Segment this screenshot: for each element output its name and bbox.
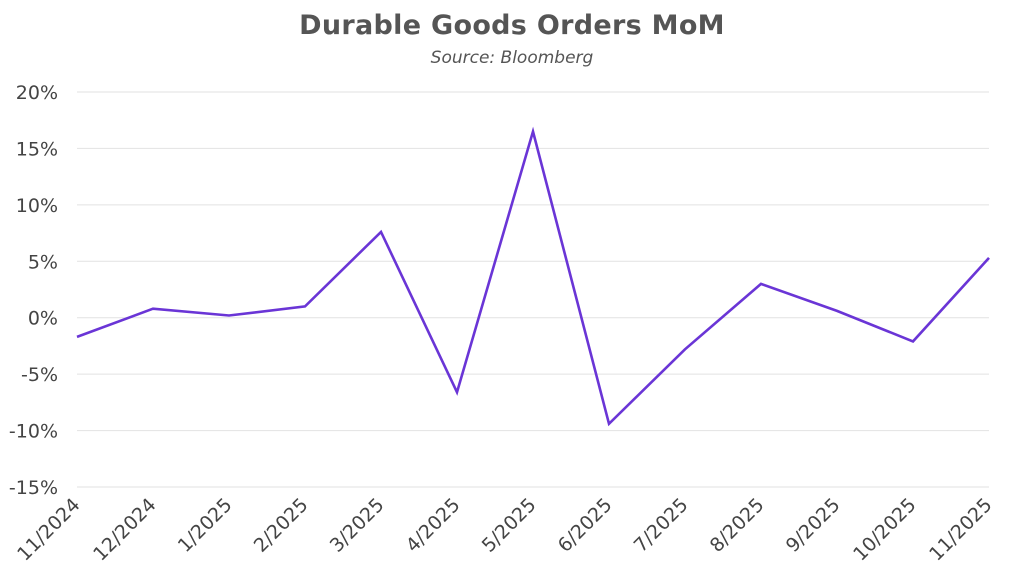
y-tick-label: 10% <box>16 195 58 217</box>
x-tick-label: 7/2025 <box>630 494 693 557</box>
y-axis-ticks: 20% 15% 10% 5% 0% -5% -10% -15% <box>9 82 58 499</box>
x-tick-label: 3/2025 <box>326 494 389 557</box>
x-tick-label: 6/2025 <box>554 494 617 557</box>
y-tick-label: -5% <box>21 364 58 386</box>
x-tick-label: 9/2025 <box>782 494 845 557</box>
x-tick-label: 2/2025 <box>250 494 313 557</box>
x-tick-label: 11/2025 <box>925 494 996 565</box>
chart-title: Durable Goods Orders MoM <box>299 10 725 41</box>
chart-subtitle: Source: Bloomberg <box>430 48 594 68</box>
x-tick-label: 12/2024 <box>89 494 160 565</box>
y-tick-label: 20% <box>16 82 58 104</box>
x-tick-label: 1/2025 <box>174 494 237 557</box>
y-tick-label: 5% <box>28 251 58 273</box>
series-line <box>76 126 990 427</box>
x-tick-label: 10/2025 <box>849 494 920 565</box>
x-tick-label: 4/2025 <box>402 494 465 557</box>
y-tick-label: -15% <box>9 477 58 499</box>
x-tick-label: 8/2025 <box>706 494 769 557</box>
x-tick-label: 5/2025 <box>478 494 541 557</box>
y-tick-label: -10% <box>9 421 58 443</box>
y-tick-label: 0% <box>28 308 58 330</box>
series-layer <box>76 126 990 427</box>
x-tick-label: 11/2024 <box>13 494 84 565</box>
grid-lines <box>77 91 989 488</box>
y-tick-label: 15% <box>16 138 58 160</box>
x-axis-ticks: 11/2024 12/2024 1/2025 2/2025 3/2025 4/2025 5/… <box>13 494 996 565</box>
